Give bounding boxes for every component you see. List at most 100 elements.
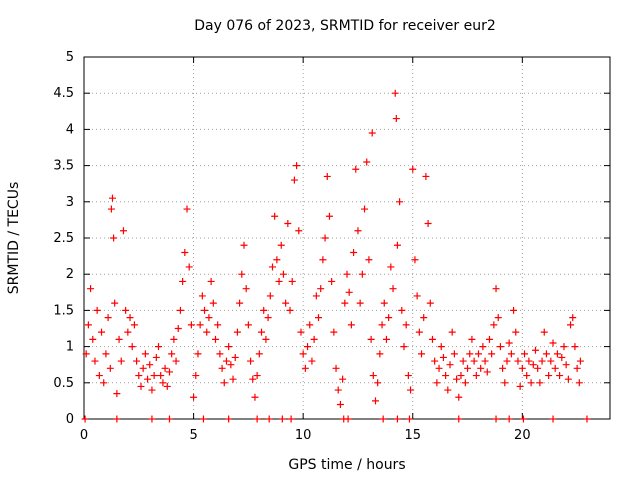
- y-tick-label: 3: [66, 195, 74, 210]
- data-point: [426, 299, 434, 307]
- data-point: [374, 379, 382, 387]
- data-point: [385, 314, 393, 322]
- zero-point-marker: [405, 415, 413, 423]
- data-point: [299, 350, 307, 358]
- x-axis-label: GPS time / hours: [288, 457, 406, 473]
- data-point: [494, 314, 502, 322]
- zero-point-marker: [519, 415, 527, 423]
- data-point: [183, 205, 191, 213]
- data-point: [518, 364, 526, 372]
- data-point: [277, 241, 285, 249]
- data-point: [104, 314, 112, 322]
- data-point: [251, 393, 259, 401]
- data-point: [102, 350, 110, 358]
- data-point: [378, 321, 386, 329]
- data-point: [275, 277, 283, 285]
- data-point: [354, 227, 362, 235]
- data-point: [187, 321, 195, 329]
- data-point: [209, 299, 217, 307]
- data-point: [198, 292, 206, 300]
- data-point: [268, 263, 276, 271]
- data-point: [264, 314, 272, 322]
- data-point: [106, 364, 114, 372]
- data-point: [468, 335, 476, 343]
- data-point: [111, 299, 119, 307]
- zero-point-marker: [253, 415, 261, 423]
- data-point: [328, 277, 336, 285]
- data-point: [170, 335, 178, 343]
- data-point: [391, 89, 399, 97]
- data-point: [457, 372, 465, 380]
- data-point: [295, 227, 303, 235]
- data-point: [490, 321, 498, 329]
- data-point: [536, 379, 544, 387]
- data-point: [174, 325, 182, 332]
- data-point: [415, 328, 423, 336]
- data-point: [365, 256, 373, 264]
- data-point: [560, 343, 568, 351]
- y-tick-label: 3.5: [53, 159, 74, 174]
- zero-point-marker: [113, 415, 121, 423]
- data-point: [453, 375, 461, 383]
- data-point: [233, 328, 241, 336]
- y-tick-label: 1.5: [53, 303, 74, 318]
- data-point: [488, 350, 496, 358]
- data-point: [87, 285, 95, 293]
- data-point: [242, 285, 250, 293]
- data-point: [119, 227, 127, 235]
- data-point: [323, 172, 331, 180]
- data-point: [553, 350, 561, 358]
- data-point: [547, 357, 555, 365]
- data-point: [459, 357, 467, 365]
- zero-point-marker: [492, 415, 500, 423]
- data-point: [496, 343, 504, 351]
- data-point: [475, 350, 482, 358]
- data-point: [308, 357, 316, 365]
- data-point: [514, 357, 522, 365]
- data-point: [236, 299, 244, 307]
- data-point: [181, 248, 189, 256]
- data-point: [161, 364, 169, 372]
- data-point: [422, 172, 430, 180]
- y-tick-label: 4.5: [53, 86, 74, 101]
- zero-point-marker: [549, 415, 557, 423]
- data-point: [157, 372, 165, 380]
- data-point: [356, 299, 364, 307]
- zero-point-marker: [505, 415, 513, 423]
- data-point: [113, 390, 121, 398]
- data-point: [255, 350, 263, 358]
- data-point: [576, 357, 584, 365]
- data-point: [205, 314, 213, 322]
- data-point: [297, 328, 305, 336]
- data-point: [450, 350, 458, 358]
- data-point: [503, 357, 511, 365]
- data-point: [163, 382, 171, 390]
- data-point: [428, 335, 436, 343]
- data-point: [345, 288, 353, 296]
- data-point: [152, 353, 160, 361]
- zero-point-marker: [148, 415, 156, 423]
- data-point: [306, 321, 314, 329]
- data-point: [222, 357, 230, 365]
- zero-point-marker: [393, 415, 401, 423]
- data-point: [310, 335, 318, 343]
- y-tick-label: 2.5: [53, 231, 74, 246]
- data-point: [194, 350, 202, 358]
- data-point: [418, 350, 426, 358]
- data-point: [315, 314, 323, 322]
- y-tick-label: 0: [66, 412, 74, 427]
- data-point: [240, 241, 248, 249]
- data-point: [332, 364, 340, 372]
- data-point: [115, 335, 123, 343]
- data-point: [144, 375, 152, 383]
- axis-ticks: 0 0.5 1 1.5 2 2.5 3 3.5 4 4.5 5 0 5 10 15 20: [53, 50, 610, 443]
- data-point: [466, 350, 474, 358]
- data-point: [95, 372, 103, 380]
- data-point: [192, 372, 200, 380]
- data-point: [411, 256, 419, 264]
- data-point: [139, 364, 147, 372]
- data-point: [216, 350, 224, 358]
- data-point: [168, 350, 176, 358]
- data-point: [317, 285, 325, 293]
